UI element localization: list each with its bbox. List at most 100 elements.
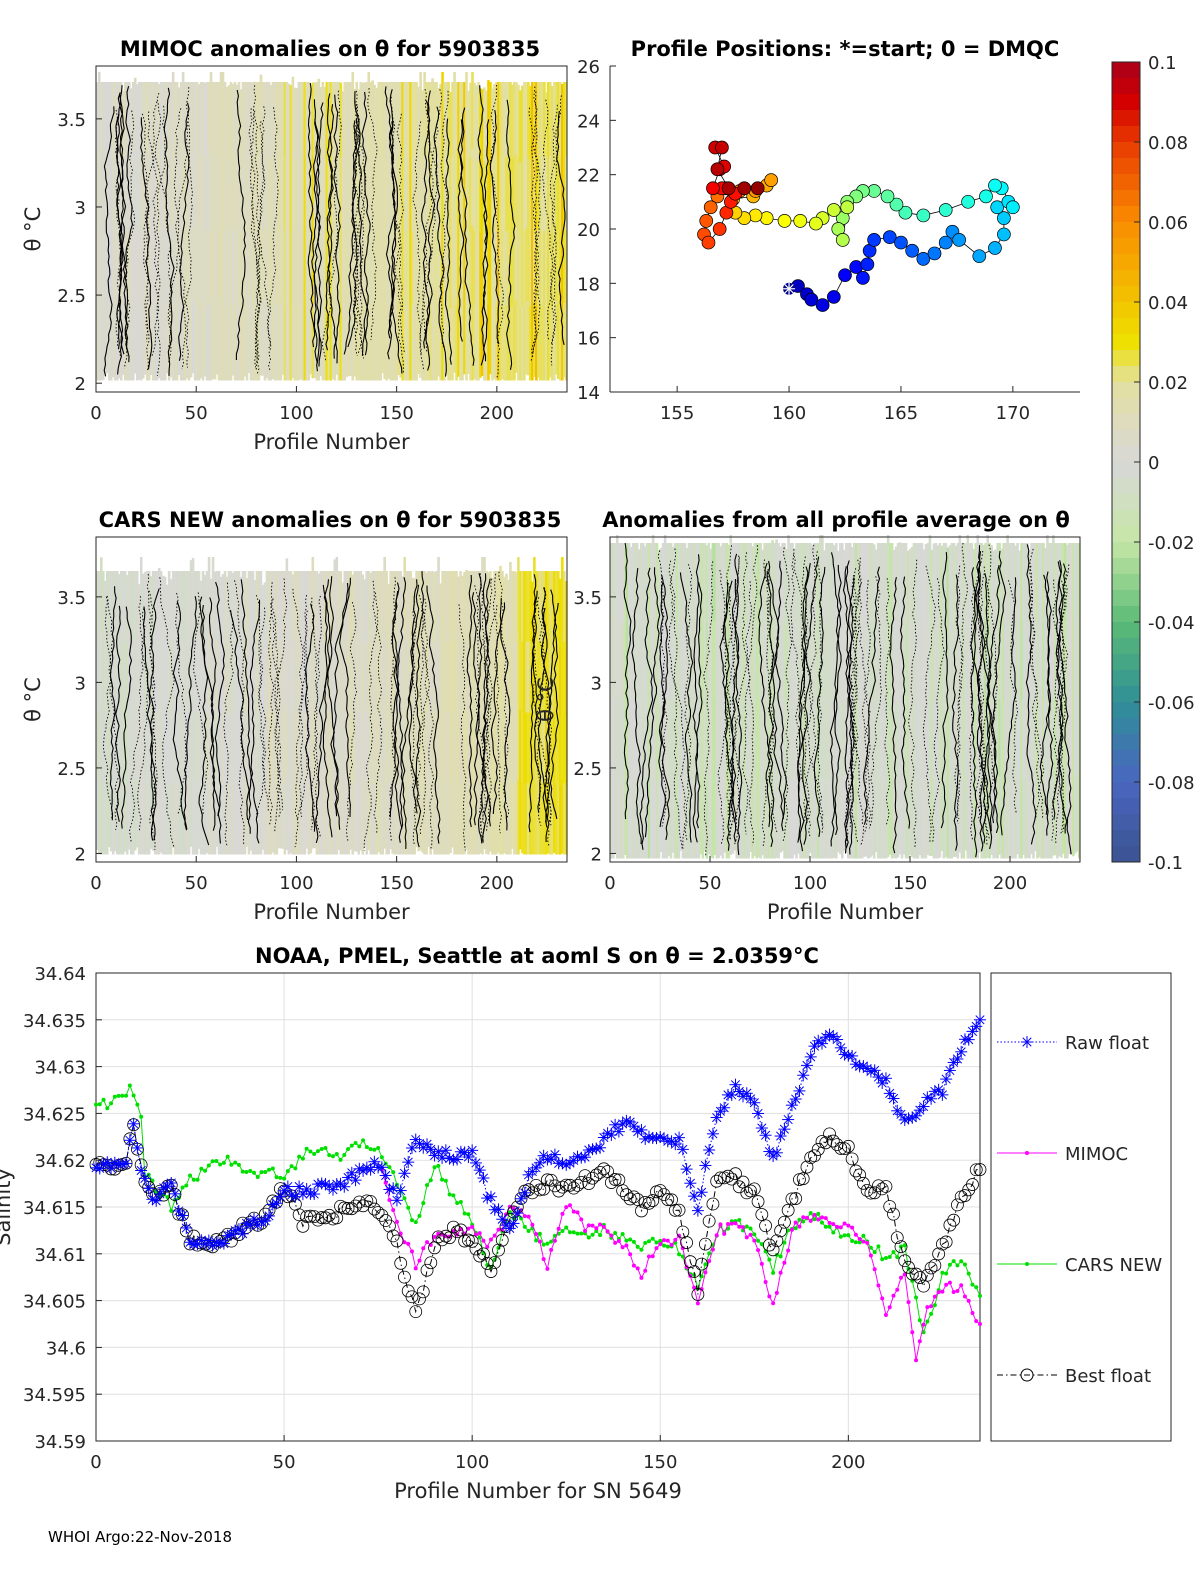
- heatmap-cell: [610, 700, 613, 780]
- data-point-best: [939, 1235, 953, 1249]
- star-stroke: [238, 1229, 248, 1239]
- heatmap-cell: [143, 712, 147, 784]
- contour-line-positive: [889, 576, 898, 854]
- heatmap-cell: [337, 710, 341, 781]
- heatmap-cell: [177, 231, 181, 304]
- data-point-mimoc: [406, 1241, 411, 1246]
- data-point-mimoc: [944, 1282, 949, 1287]
- heatmap-cell: [297, 783, 301, 855]
- x-tick-label: 50: [185, 403, 208, 424]
- contour-line-negative: [478, 573, 497, 832]
- star-stroke: [317, 1178, 327, 1189]
- heatmap-cell: [459, 641, 462, 713]
- heatmap-cell: [930, 626, 934, 704]
- star-stroke: [784, 284, 794, 294]
- contour-line-positive: [354, 91, 369, 356]
- data-point-cars: [823, 1224, 828, 1229]
- contour-line-negative: [1051, 564, 1070, 841]
- heatmap-cell: [435, 571, 438, 643]
- heatmap-cell: [229, 82, 233, 157]
- profile-position-marker: [715, 140, 729, 155]
- contour-line-positive: [116, 92, 127, 375]
- heatmap-cell: [827, 621, 830, 701]
- heatmap-cell: [639, 543, 643, 623]
- heatmap-cell: [111, 303, 115, 378]
- contour-line-positive: [499, 602, 511, 831]
- heatmap-cell: [373, 641, 377, 713]
- heatmap-cell: [783, 543, 786, 623]
- heatmap-cell: [713, 698, 717, 778]
- heatmap-cell: [884, 779, 888, 859]
- heatmap-cell: [481, 631, 484, 706]
- heatmap-cell: [377, 711, 380, 783]
- contour-line-negative: [956, 542, 968, 820]
- heatmap-cell: [693, 543, 697, 623]
- contour-line-negative: [353, 103, 360, 357]
- heatmap-cell: [657, 627, 661, 705]
- heatmap-cell: [553, 231, 556, 306]
- heatmap-cell: [677, 621, 681, 701]
- contour-line-positive: [768, 560, 787, 832]
- heatmap-cell: [179, 571, 183, 643]
- heatmap-cell: [1032, 543, 1035, 623]
- heatmap-cell: [848, 700, 852, 780]
- heatmap-cell: [259, 74, 263, 151]
- heatmap-cell: [261, 650, 265, 718]
- data-point-mimoc: [940, 1289, 945, 1294]
- data-point-best: [394, 1256, 408, 1270]
- heatmap-cell: [101, 304, 105, 380]
- contour-line-negative: [310, 595, 322, 831]
- heatmap-cell: [419, 780, 422, 851]
- heatmap-cell: [777, 700, 780, 780]
- data-point-cars: [887, 1254, 892, 1259]
- heatmap-cell: [942, 779, 946, 859]
- heatmap-cell: [347, 82, 351, 156]
- star-stroke: [132, 1143, 142, 1153]
- heatmap-cell: [431, 571, 434, 641]
- heatmap-cell: [511, 779, 514, 849]
- heatmap-cell: [421, 90, 424, 164]
- heatmap-cell: [199, 785, 203, 855]
- heatmap-cell: [421, 235, 424, 309]
- heatmap-cell: [255, 641, 259, 713]
- star-stroke: [241, 1218, 252, 1228]
- heatmap-cell: [882, 543, 886, 623]
- heatmap-cell: [305, 571, 309, 641]
- heatmap-cell: [898, 697, 902, 777]
- heatmap-cell: [559, 578, 562, 648]
- heatmap-cell: [994, 780, 997, 859]
- contour-line-negative: [803, 544, 817, 821]
- data-point-cars: [944, 1271, 949, 1276]
- heatmap-cell: [227, 232, 231, 307]
- heatmap-cell: [279, 571, 283, 641]
- panel-title: MIMOC anomalies on θ for 5903835: [120, 37, 540, 61]
- heatmap-cell: [675, 700, 679, 780]
- heatmap-cell: [892, 626, 896, 705]
- data-point-mimoc: [522, 1214, 527, 1219]
- heatmap-cell: [415, 305, 418, 381]
- heatmap-cell: [617, 700, 621, 780]
- heatmap-cell: [96, 571, 99, 642]
- x-tick-label: 170: [996, 403, 1030, 424]
- heatmap-cell: [455, 231, 458, 306]
- heatmap-cell: [701, 700, 705, 780]
- y-tick-label: 20: [577, 220, 600, 241]
- star-stroke: [486, 1192, 496, 1202]
- data-point-mimoc: [804, 1215, 809, 1220]
- data-point-cars: [199, 1166, 204, 1171]
- heatmap-cell: [129, 307, 133, 381]
- data-point-best: [762, 1238, 776, 1252]
- heatmap-cell: [713, 543, 717, 622]
- heatmap-cell: [337, 231, 341, 306]
- heatmap-cell: [623, 623, 627, 702]
- heatmap-cell: [139, 557, 143, 632]
- heatmap-cell: [323, 233, 327, 308]
- contour-line-negative: [922, 565, 936, 842]
- data-point-best: [969, 1163, 983, 1177]
- contour-line-negative: [356, 106, 365, 359]
- heatmap-cell: [96, 640, 99, 711]
- heatmap-cell: [1054, 776, 1057, 856]
- heatmap-cell: [153, 571, 157, 643]
- heatmap-cell: [299, 230, 303, 306]
